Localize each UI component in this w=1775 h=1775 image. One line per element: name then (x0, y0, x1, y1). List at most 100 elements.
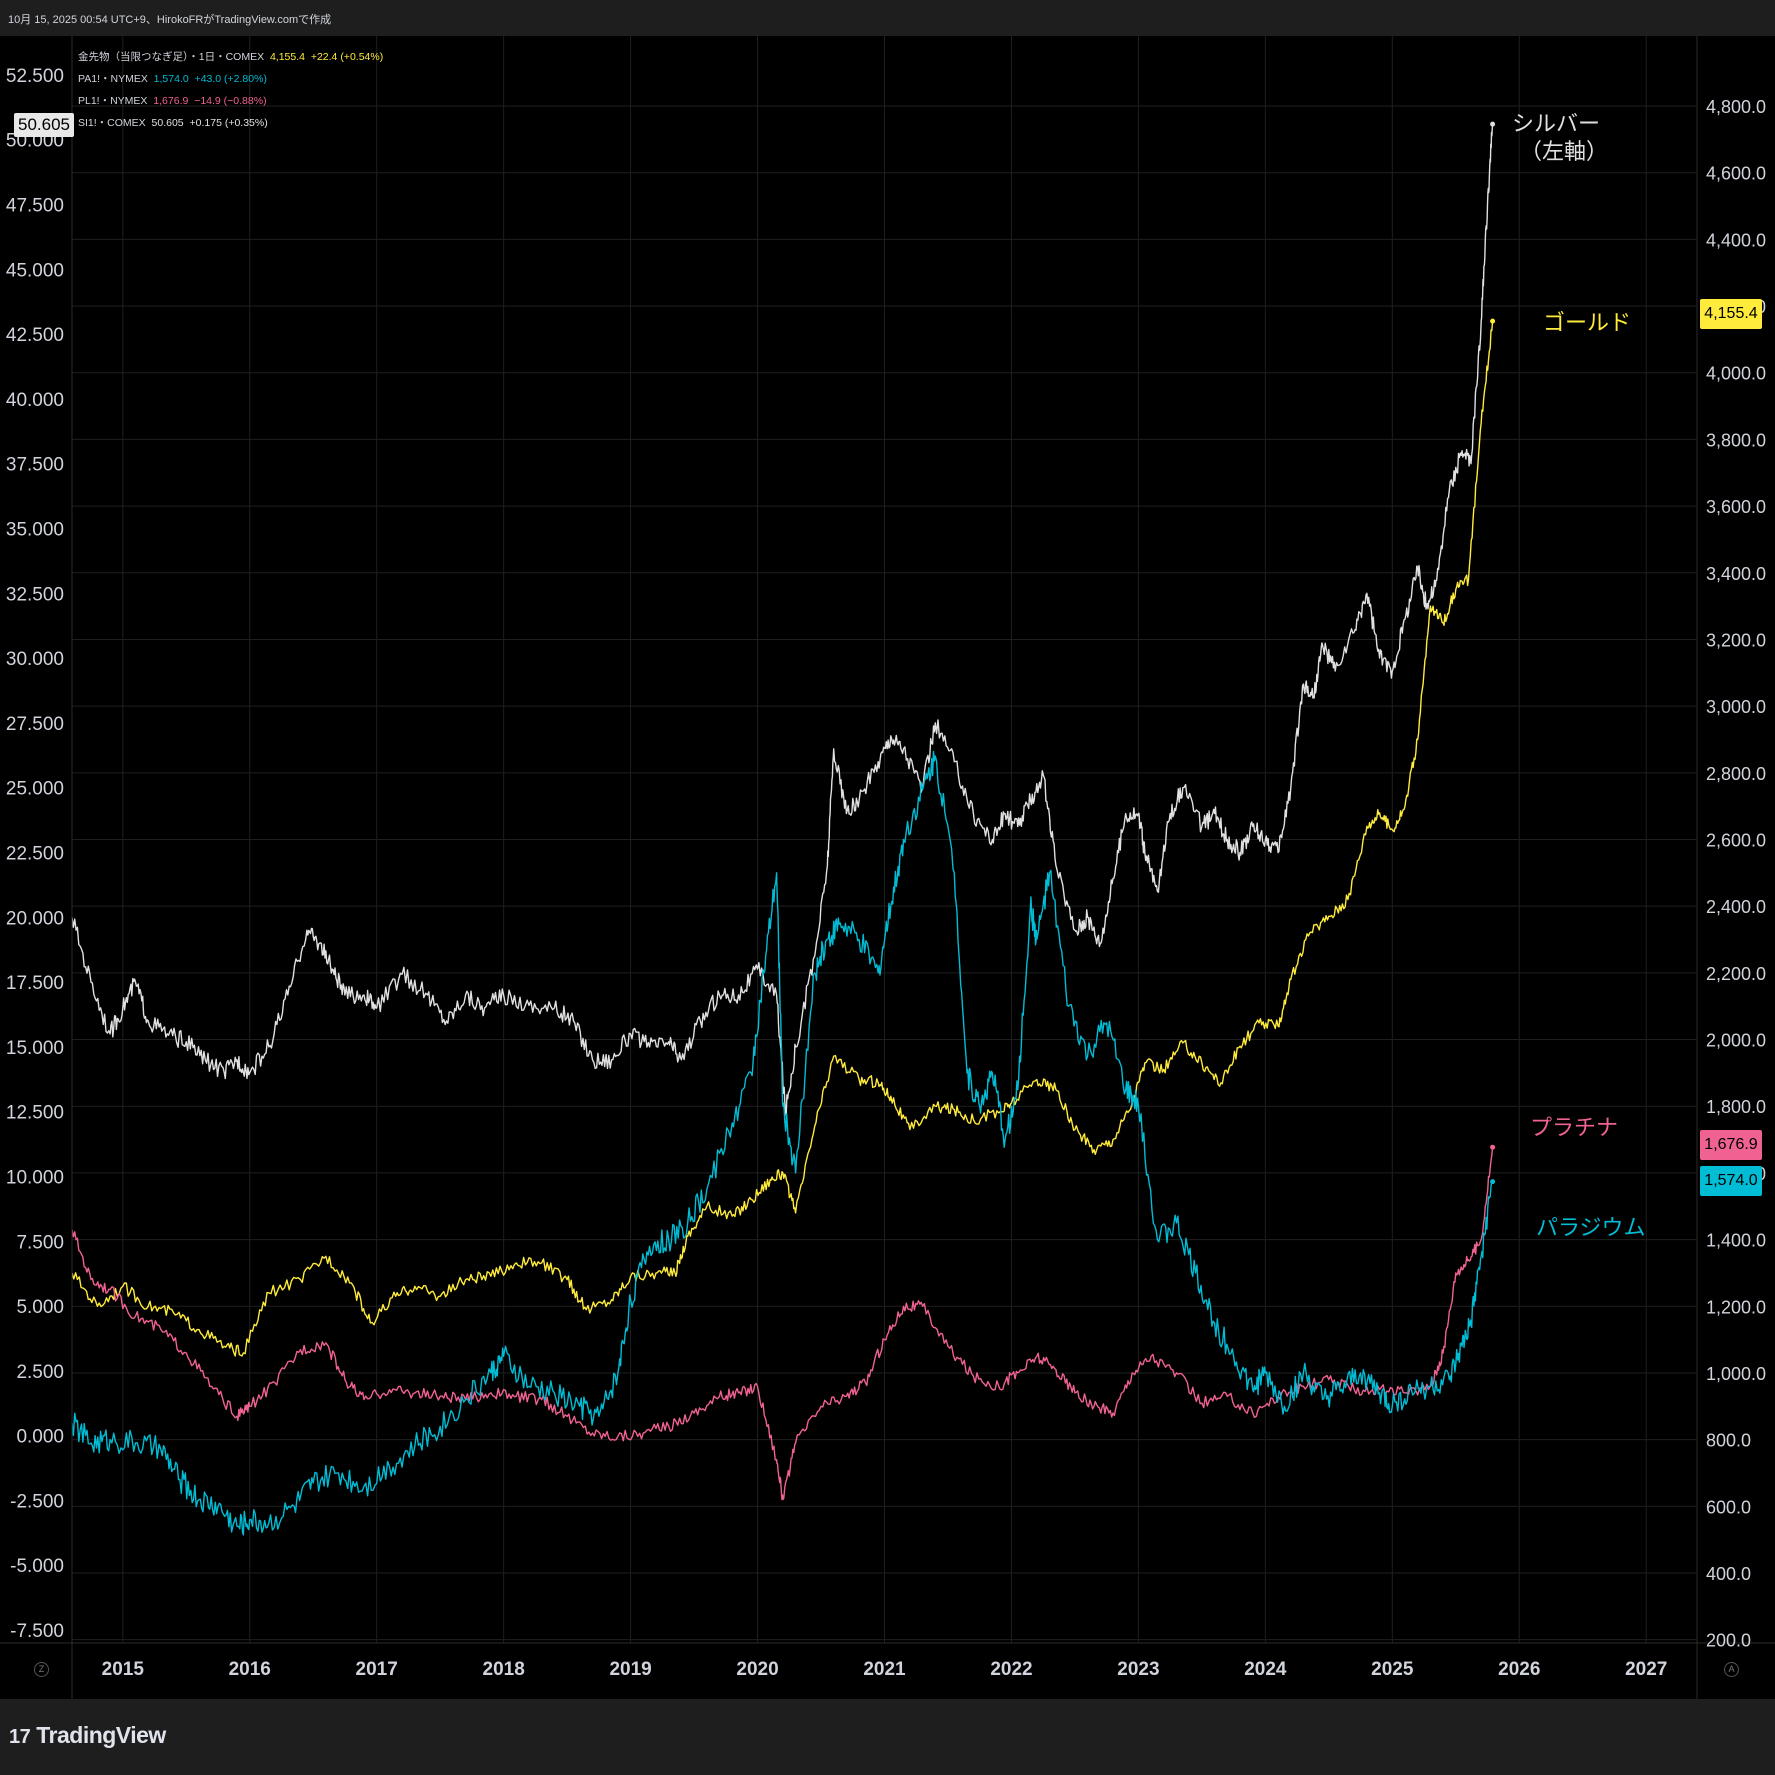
price-tag-platinum: 1,676.9 (1700, 1130, 1762, 1160)
legend-symbol-palladium: PA1!・NYMEX (78, 73, 148, 85)
right-axis-tick-label: 400.0 (1706, 1564, 1751, 1584)
left-axis-tick-label: -5.000 (10, 1556, 64, 1577)
legend-change-silver: +0.175 (+0.35%) (189, 117, 268, 129)
left-axis-tick-label: 12.500 (6, 1103, 64, 1124)
top-caption-bar: 10月 15, 2025 00:54 UTC+9、HirokoFRがTradin… (0, 0, 1775, 36)
tradingview-logo-icon: 17 (9, 1726, 31, 1748)
series-label-platinum: プラチナ (1530, 1115, 1619, 1140)
legend-change-palladium: +43.0 (+2.80%) (194, 73, 267, 85)
time-axis-tick-label: 2015 (102, 1659, 145, 1680)
chart-series (71, 121, 1496, 1536)
left-axis-tick-label: 22.500 (6, 843, 64, 864)
chart-grid (0, 36, 1775, 1700)
tradingview-logo-text: TradingView (36, 1722, 166, 1748)
right-axis-tick-label: 3,600.0 (1706, 497, 1766, 517)
series-label-silver-line1: シルバー (1512, 111, 1601, 136)
left-axis-tick-label: 42.500 (6, 325, 64, 346)
tradingview-logo[interactable]: 17 TradingView (9, 1722, 166, 1749)
right-axis-tick-label: 4,600.0 (1706, 164, 1766, 184)
left-axis-tick-label: 45.000 (6, 260, 64, 281)
right-axis-tick-label: 2,600.0 (1706, 831, 1766, 851)
series-last-point-ゴールド (1490, 318, 1496, 324)
chart-background (0, 36, 1775, 1700)
left-axis-tick-label: 47.500 (6, 195, 64, 216)
left-axis-tick-label: 0.000 (16, 1427, 64, 1448)
legend-value-platinum: 1,676.9 (153, 95, 189, 107)
time-axis-tick-label: 2025 (1371, 1659, 1414, 1680)
legend-symbol-gold: 金先物（当限つなぎ足）・1日・COMEX (78, 51, 265, 63)
time-axis-tick-label: 2021 (863, 1659, 906, 1680)
right-axis-tick-label: 2,200.0 (1706, 964, 1766, 984)
left-axis-tick-label: 30.000 (6, 649, 64, 670)
time-axis-tick-label: 2018 (483, 1659, 525, 1680)
right-axis-tick-label: 3,400.0 (1706, 564, 1766, 584)
left-axis-tick-label: 35.000 (6, 519, 64, 540)
right-axis-tick-label: 3,200.0 (1706, 630, 1766, 650)
series-label-palladium: パラジウム (1536, 1215, 1646, 1240)
series-last-point-パラジウム (1490, 1179, 1496, 1185)
right-axis-tick-label: 3,000.0 (1706, 697, 1766, 717)
series-line-シルバー (71, 124, 1494, 1117)
auto-scale-left-button[interactable]: Z (34, 1662, 49, 1677)
series-label-silver-line2: （左軸） (1520, 139, 1609, 164)
right-axis-tick-label: 600.0 (1706, 1497, 1751, 1517)
chart-legend: 金先物（当限つなぎ足）・1日・COMEX 4,155.4 +22.4 (+0.5… (78, 46, 383, 134)
crosshair-value-label: 50.605 (14, 113, 74, 137)
left-axis-tick-label: 10.000 (6, 1167, 64, 1188)
time-axis-tick-label: 2026 (1498, 1659, 1540, 1680)
left-axis-tick-label: 40.000 (6, 390, 64, 411)
price-tag-palladium: 1,574.0 (1700, 1166, 1762, 1196)
left-axis-tick-label: 32.500 (6, 584, 64, 605)
right-axis-tick-label: 1,200.0 (1706, 1297, 1766, 1317)
time-axis-tick-label: 2020 (736, 1659, 778, 1680)
right-axis-tick-label: 1,000.0 (1706, 1364, 1766, 1384)
series-label-gold: ゴールド (1543, 310, 1632, 335)
right-axis-tick-label: 200.0 (1706, 1631, 1751, 1651)
time-axis-tick-label: 2016 (229, 1659, 271, 1680)
series-line-ゴールド (71, 321, 1494, 1357)
price-tag-gold: 4,155.4 (1700, 299, 1762, 329)
left-axis-tick-label: 5.000 (16, 1297, 64, 1318)
legend-value-palladium: 1,574.0 (153, 73, 189, 85)
right-axis-tick-label: 4,400.0 (1706, 230, 1766, 250)
legend-row-gold: 金先物（当限つなぎ足）・1日・COMEX 4,155.4 +22.4 (+0.5… (78, 46, 383, 68)
series-last-point-シルバー (1490, 121, 1496, 127)
left-axis-tick-label: -2.500 (10, 1491, 64, 1512)
series-line-パラジウム (71, 750, 1493, 1536)
left-axis-tick-label: 52.500 (6, 66, 64, 87)
legend-change-gold: +22.4 (+0.54%) (310, 51, 384, 63)
right-axis-tick-label: 2,800.0 (1706, 764, 1766, 784)
left-axis-tick-label: 20.000 (6, 908, 64, 929)
time-axis-tick-label: 2019 (609, 1659, 651, 1680)
auto-scale-right-button[interactable]: A (1724, 1662, 1739, 1677)
left-axis-tick-label: 27.500 (6, 714, 64, 735)
right-axis-tick-label: 3,800.0 (1706, 430, 1766, 450)
right-axis-tick-label: 2,400.0 (1706, 897, 1766, 917)
time-axis-tick-label: 2023 (1117, 1659, 1159, 1680)
legend-row-palladium: PA1!・NYMEX 1,574.0 +43.0 (+2.80%) (78, 68, 383, 90)
left-axis-tick-label: 2.500 (16, 1362, 64, 1383)
series-line-プラチナ (71, 1147, 1494, 1501)
legend-symbol-platinum: PL1!・NYMEX (78, 95, 148, 107)
legend-row-platinum: PL1!・NYMEX 1,676.9 −14.9 (−0.88%) (78, 90, 383, 112)
left-axis-tick-label: 15.000 (6, 1038, 64, 1059)
left-axis-tick-label: 25.000 (6, 779, 64, 800)
series-label-silver: シルバー （左軸） (1512, 110, 1608, 166)
legend-symbol-silver: SI1!・COMEX (78, 117, 146, 129)
time-axis-tick-label: 2027 (1625, 1659, 1667, 1680)
right-axis-tick-label: 1,400.0 (1706, 1231, 1766, 1251)
time-axis-tick-label: 2017 (356, 1659, 398, 1680)
right-axis-tick-label: 2,000.0 (1706, 1031, 1766, 1051)
right-axis-tick-label: 4,000.0 (1706, 364, 1766, 384)
left-axis-tick-label: 7.500 (16, 1232, 64, 1253)
chart-caption: 10月 15, 2025 00:54 UTC+9、HirokoFRがTradin… (8, 14, 332, 26)
series-last-point-プラチナ (1490, 1144, 1496, 1150)
price-chart[interactable]: 52.50050.00047.50045.00042.50040.00037.5… (0, 0, 1775, 1700)
legend-value-gold: 4,155.4 (269, 51, 305, 63)
left-axis-tick-label: 37.500 (6, 455, 64, 476)
time-axis-tick-label: 2022 (990, 1659, 1032, 1680)
footer-bar (0, 1699, 1775, 1775)
right-axis-tick-label: 1,800.0 (1706, 1097, 1766, 1117)
right-axis-tick-label: 800.0 (1706, 1431, 1751, 1451)
legend-row-silver: SI1!・COMEX 50.605 +0.175 (+0.35%) (78, 112, 383, 134)
